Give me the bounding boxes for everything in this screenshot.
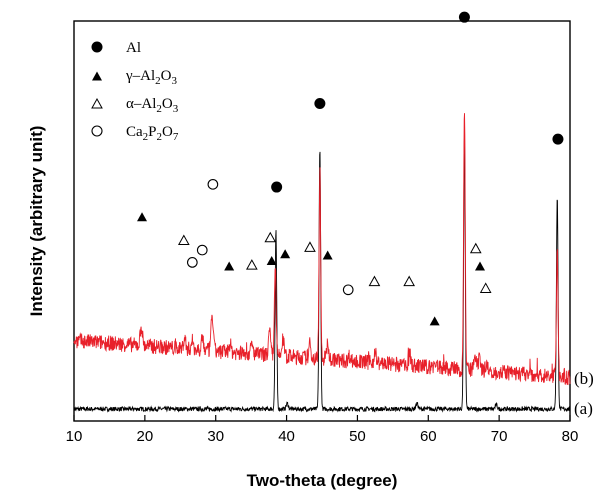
y-axis-title: Intensity (arbitrary unit) bbox=[27, 126, 46, 317]
filled-circle-marker bbox=[552, 133, 564, 145]
filled-circle-marker bbox=[271, 181, 283, 193]
curve-label-b: (b) bbox=[574, 369, 594, 388]
legend-alpha-marker bbox=[91, 97, 103, 109]
filled-triangle-marker bbox=[266, 256, 277, 266]
series-a-line bbox=[73, 134, 571, 413]
legend-ca-marker bbox=[91, 125, 103, 137]
filled-circle-marker bbox=[314, 97, 326, 109]
open-circle-marker bbox=[207, 178, 219, 190]
filled-triangle-marker bbox=[137, 212, 148, 222]
open-triangle-marker bbox=[479, 282, 492, 293]
open-triangle-marker bbox=[368, 275, 381, 287]
x-tick-label: 60 bbox=[420, 428, 437, 445]
open-triangle-marker bbox=[403, 275, 416, 287]
open-triangle-marker bbox=[469, 242, 482, 254]
x-axis-ticks: 10 20 30 40 50 60 70 80 bbox=[66, 415, 579, 445]
phase-markers bbox=[137, 11, 564, 326]
x-tick-label: 70 bbox=[491, 428, 508, 445]
x-tick-label: 30 bbox=[207, 428, 224, 445]
open-triangle-marker bbox=[304, 241, 316, 252]
filled-circle-marker bbox=[458, 11, 470, 23]
legend-gamma-label: γ–Al2O3 bbox=[125, 68, 177, 87]
open-circle-marker bbox=[196, 244, 208, 256]
x-tick-label: 50 bbox=[349, 428, 366, 445]
open-triangle-marker bbox=[177, 234, 190, 245]
filled-triangle-marker bbox=[280, 249, 291, 259]
series-b-line bbox=[73, 113, 571, 386]
x-axis-title: Two-theta (degree) bbox=[247, 471, 398, 490]
filled-triangle-marker bbox=[322, 250, 333, 260]
legend-ca-label: Ca2P2O7 bbox=[126, 124, 179, 143]
curve-label-a: (a) bbox=[574, 399, 593, 418]
legend: Al γ–Al2O3 α–Al2O3 Ca2P2O7 bbox=[91, 40, 179, 143]
filled-triangle-marker bbox=[429, 316, 440, 326]
legend-gamma-marker bbox=[92, 71, 102, 81]
open-triangle-marker bbox=[246, 259, 258, 270]
legend-alpha-label: α–Al2O3 bbox=[126, 96, 179, 115]
x-tick-label: 10 bbox=[66, 428, 83, 445]
open-triangle-marker bbox=[264, 231, 277, 243]
traces bbox=[73, 113, 571, 413]
legend-al-marker bbox=[91, 41, 103, 53]
open-circle-marker bbox=[186, 257, 198, 268]
legend-al-label: Al bbox=[126, 40, 141, 56]
filled-triangle-marker bbox=[224, 261, 235, 271]
plot-frame bbox=[73, 20, 571, 422]
x-tick-label: 80 bbox=[562, 428, 579, 445]
x-tick-label: 40 bbox=[278, 428, 295, 445]
open-circle-marker bbox=[342, 284, 354, 296]
x-tick-label: 20 bbox=[137, 428, 154, 445]
filled-triangle-marker bbox=[475, 261, 486, 271]
